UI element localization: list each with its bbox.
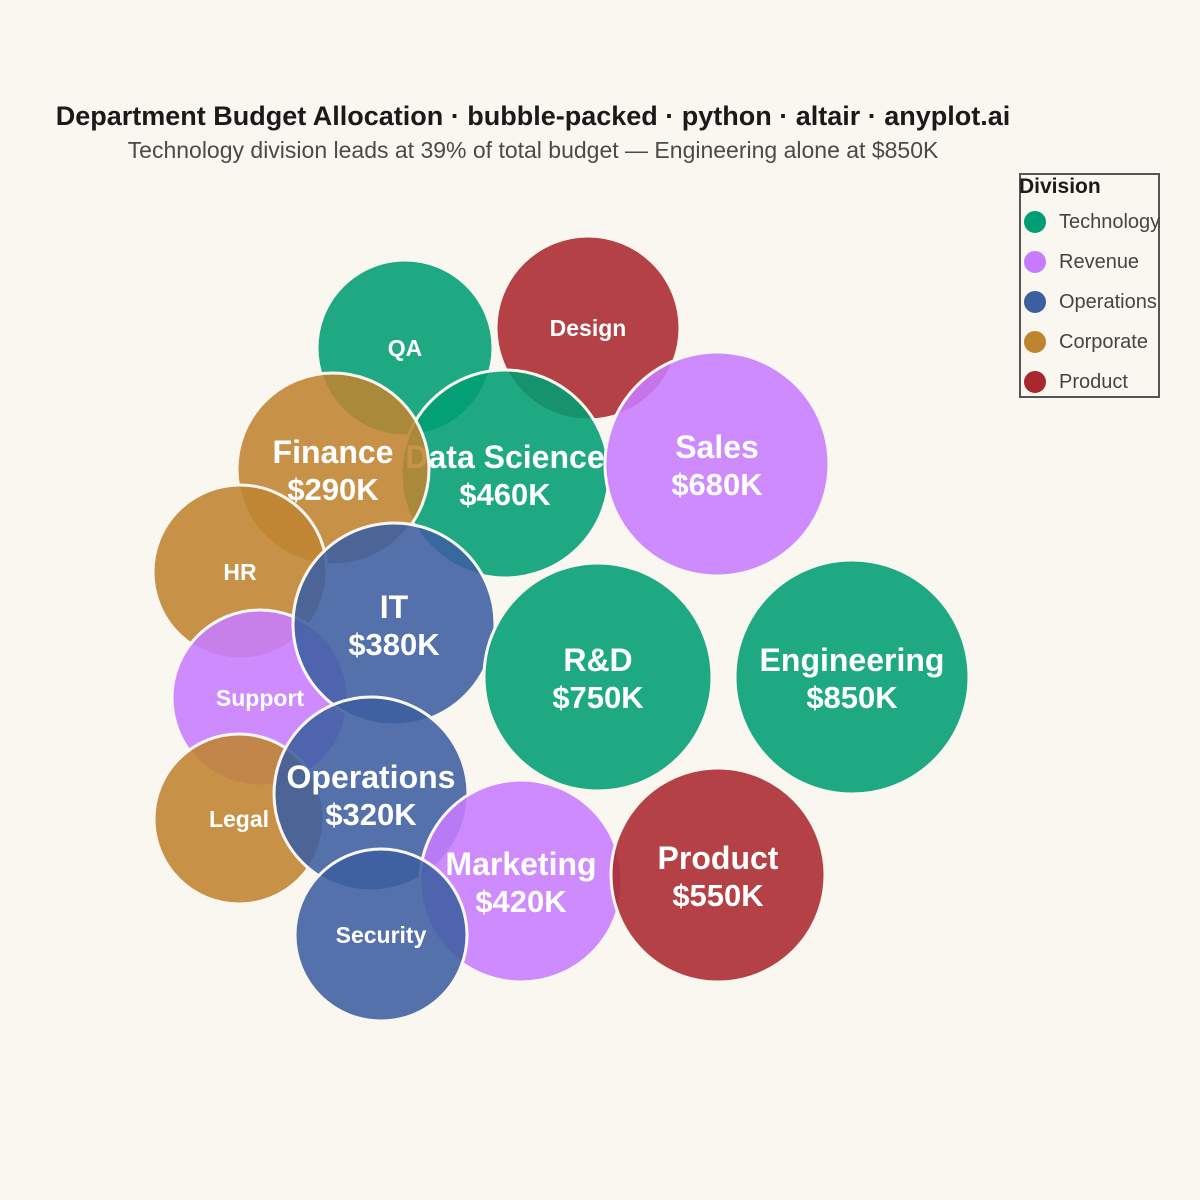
bubble-name-label: Data Science [405,439,604,475]
bubble-circle[interactable] [603,350,831,578]
bubble-name-label: Operations [287,759,456,795]
bubble-engineering[interactable]: Engineering$850K [733,558,971,796]
legend-label: Operations [1059,291,1157,313]
legend: Division Technology Revenue Operations C… [1019,173,1160,398]
bubble-name-label: Engineering [760,642,945,678]
legend-title: Division [1019,175,1101,198]
bubble-circle[interactable] [609,766,827,984]
bubble-value-label: $420K [475,884,567,919]
bubble-name-label: Security [336,922,427,948]
bubble-name-label: HR [223,559,257,585]
legend-swatch [1023,290,1047,314]
bubble-name-label: IT [380,589,409,625]
bubble-value-label: $680K [671,467,763,502]
chart-subtitle: Technology division leads at 39% of tota… [127,137,939,163]
bubble-circle[interactable] [482,561,714,793]
legend-label: Product [1059,371,1128,393]
bubble-value-label: $380K [348,627,440,662]
bubble-name-label: R&D [563,642,632,678]
legend-label: Revenue [1059,251,1140,273]
legend-item-revenue[interactable]: Revenue [1021,248,1162,276]
bubble-name-label: Sales [675,429,759,465]
bubble-it[interactable]: IT$380K [291,521,497,727]
bubble-value-label: $290K [287,472,379,507]
legend-label: Corporate [1059,331,1148,353]
bubble-security[interactable]: Security [293,847,469,1023]
bubble-name-label: Support [216,685,304,711]
bubble-value-label: $750K [552,680,644,715]
bubble-name-label: Legal [209,806,269,832]
bubble-name-label: Marketing [445,846,596,882]
bubble-circle[interactable] [733,558,971,796]
legend-item-corporate[interactable]: Corporate [1021,328,1162,356]
bubble-sales[interactable]: Sales$680K [603,350,831,578]
bubble-data-science[interactable]: Data Science$460K [399,368,611,580]
bubble-r-d[interactable]: R&D$750K [482,561,714,793]
bubble-value-label: $460K [459,477,551,512]
chart-title: Department Budget Allocation · bubble-pa… [55,101,1011,131]
bubble-circle[interactable] [293,847,469,1023]
legend-swatch [1023,250,1047,274]
bubble-name-label: Finance [273,434,394,470]
legend-label: Technology [1059,211,1161,233]
legend-item-product[interactable]: Product [1021,368,1162,396]
bubble-operations[interactable]: Operations$320K [272,695,470,893]
bubble-name-label: Design [550,315,627,341]
bubble-value-label: $850K [806,680,898,715]
legend-swatch [1023,210,1047,234]
bubble-name-label: QA [388,335,423,361]
legend-item-operations[interactable]: Operations [1021,288,1162,316]
legend-swatch [1023,370,1047,394]
bubble-name-label: Product [658,840,779,876]
legend-item-technology[interactable]: Technology [1021,208,1162,236]
bubble-value-label: $550K [672,878,764,913]
bubble-product[interactable]: Product$550K [609,766,827,984]
legend-swatch [1023,330,1047,354]
bubble-value-label: $320K [325,797,417,832]
bubble-marketing[interactable]: Marketing$420K [418,778,624,984]
